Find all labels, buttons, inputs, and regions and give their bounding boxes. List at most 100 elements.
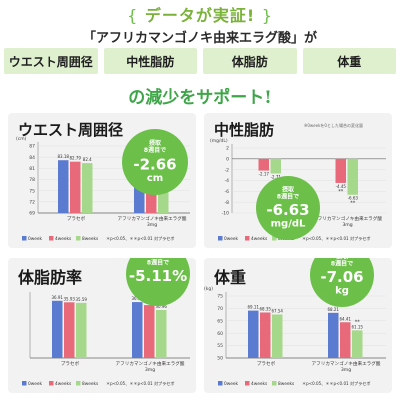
legend-swatch <box>272 381 277 386</box>
highlight-bubble <box>122 129 188 195</box>
chart-title-body-fat: 体脂肪率 <box>18 268 83 287</box>
legend-swatch <box>272 236 277 241</box>
tab-waist: ウエスト周囲径 <box>4 48 98 74</box>
bubble-caption: 摂取 <box>149 139 162 147</box>
legend-swatch <box>76 236 81 241</box>
y-tick-label: 0 <box>226 156 229 162</box>
category-label: プラセボ <box>67 215 86 222</box>
data-label: 64.41 <box>340 316 352 321</box>
bar <box>82 163 93 213</box>
legend-label: 4weeks <box>251 236 268 242</box>
bubble-unit: cm <box>147 173 163 184</box>
legend-label: 8weeks <box>82 381 99 387</box>
chart-panel-triglyceride: (mg/dL)20-2-4-6-8-10-2.17-2.71プラセボ-4.45*… <box>204 113 392 248</box>
y-tick-label: 50 <box>217 356 223 362</box>
y-tick-label: -10 <box>222 211 229 217</box>
bar <box>156 310 167 358</box>
metric-tabs: ウエスト周囲径 中性脂肪 体脂肪 体重 <box>4 48 396 74</box>
category-label-unit: 3mg <box>147 222 157 228</box>
bar <box>270 158 281 174</box>
data-label: -2.17 <box>259 172 270 177</box>
y-axis-unit: (kg) <box>204 286 213 292</box>
legend-label: 0week <box>224 236 239 242</box>
bar <box>347 158 358 195</box>
y-tick-label: 65 <box>217 318 223 324</box>
bubble-caption: 8週目で <box>144 146 166 154</box>
significance-note: ＊p<0.05、＊＊p<0.01 対プラセボ <box>106 380 174 386</box>
data-label: -6.63 <box>348 196 359 201</box>
category-label: プラセボ <box>257 360 276 367</box>
y-tick-label: 72 <box>29 199 35 205</box>
data-label: 61.15 <box>352 324 364 329</box>
tab-body-fat: 体脂肪 <box>203 48 297 74</box>
y-axis-unit: (cm) <box>16 136 27 142</box>
legend-label: 0week <box>224 381 239 387</box>
right-brace: } <box>261 6 273 25</box>
bar <box>328 312 339 358</box>
bubble-caption: 摂取 <box>152 258 165 259</box>
chart-svg-triglyceride: (mg/dL)20-2-4-6-8-10-2.17-2.71プラセボ-4.45*… <box>210 138 386 242</box>
category-label: プラセボ <box>61 360 80 367</box>
legend-swatch <box>22 381 27 386</box>
bar <box>58 160 69 213</box>
chart-title-waist: ウエスト周囲径 <box>18 121 124 139</box>
bubble-value: -5.11% <box>129 267 187 285</box>
data-label: 68.35 <box>260 306 272 311</box>
bar <box>258 158 269 171</box>
significance-note: ＊p<0.05、＊＊p<0.01 対プラセボ <box>302 380 370 386</box>
category-label: アフリカマンゴノキ由来エラグ酸 <box>118 215 187 222</box>
data-label: 67.54 <box>272 309 284 314</box>
chart-title-weight: 体重 <box>214 268 247 287</box>
legend-label: 4weeks <box>251 381 268 387</box>
y-tick-label: 75 <box>217 294 223 300</box>
tagline: の減少をサポート! <box>128 88 272 108</box>
category-label-unit: 3mg <box>342 222 352 228</box>
bubble-value: -2.66 <box>133 155 176 173</box>
legend-swatch <box>22 236 27 241</box>
y-tick-label: -8 <box>225 200 230 206</box>
legend-swatch <box>218 236 223 241</box>
data-label: 82.79 <box>70 156 82 161</box>
bar <box>64 302 75 358</box>
bar <box>144 305 155 358</box>
category-label-unit: 3mg <box>145 367 155 373</box>
highlight-bubble <box>310 258 374 307</box>
data-label: 82.4 <box>83 157 92 162</box>
data-label: 30.96 <box>156 304 168 309</box>
tab-weight: 体重 <box>302 48 396 74</box>
y-tick-label: -4 <box>225 178 230 184</box>
significance-star: ** <box>338 189 344 195</box>
legend-swatch <box>245 381 250 386</box>
y-tick-label: 87 <box>29 144 35 150</box>
category-label: アフリカマンゴノキ由来エラグ酸 <box>313 215 382 222</box>
bar <box>146 177 157 213</box>
chart-svg-waist: (cm)6972757881848783.1882.7982.4プラセボ80.4… <box>16 129 190 242</box>
bubble-caption: 摂取 <box>336 258 349 260</box>
chart-title-triglyceride: 中性脂肪 <box>214 121 275 139</box>
bar <box>248 310 259 358</box>
header-title-row: { データが実証! } <box>0 2 400 26</box>
data-label: 68.21 <box>328 307 340 312</box>
legend-swatch <box>218 381 223 386</box>
bar <box>340 322 351 358</box>
y-axis-unit: (mg/dL) <box>210 138 228 144</box>
legend-swatch <box>245 236 250 241</box>
bubble-unit: mg/dL <box>271 219 306 230</box>
significance-star: ** <box>355 319 361 325</box>
legend-swatch <box>49 236 54 241</box>
chart-panel-waist: (cm)6972757881848783.1882.7982.4プラセボ80.4… <box>8 113 196 248</box>
y-tick-label: 70 <box>217 306 223 312</box>
header-title: データが実証! <box>144 6 256 25</box>
significance-star: ** <box>350 201 356 207</box>
header-subtitle: 「アフリカマンゴノキ由来エラグ酸」が <box>82 31 317 46</box>
data-label: -4.45 <box>336 184 347 189</box>
data-label: 83.18 <box>58 154 70 159</box>
y-tick-label: -6 <box>225 189 230 195</box>
bar <box>335 158 346 183</box>
bar <box>352 330 363 358</box>
bubble-unit: kg <box>335 286 349 297</box>
left-brace: { <box>127 6 139 25</box>
highlight-bubble <box>126 258 190 306</box>
legend-label: 8weeks <box>82 236 99 242</box>
chart-svg-body-fat: 36.9135.9335.59プラセボ36.0734.13*30.96**アフリ… <box>22 258 190 387</box>
